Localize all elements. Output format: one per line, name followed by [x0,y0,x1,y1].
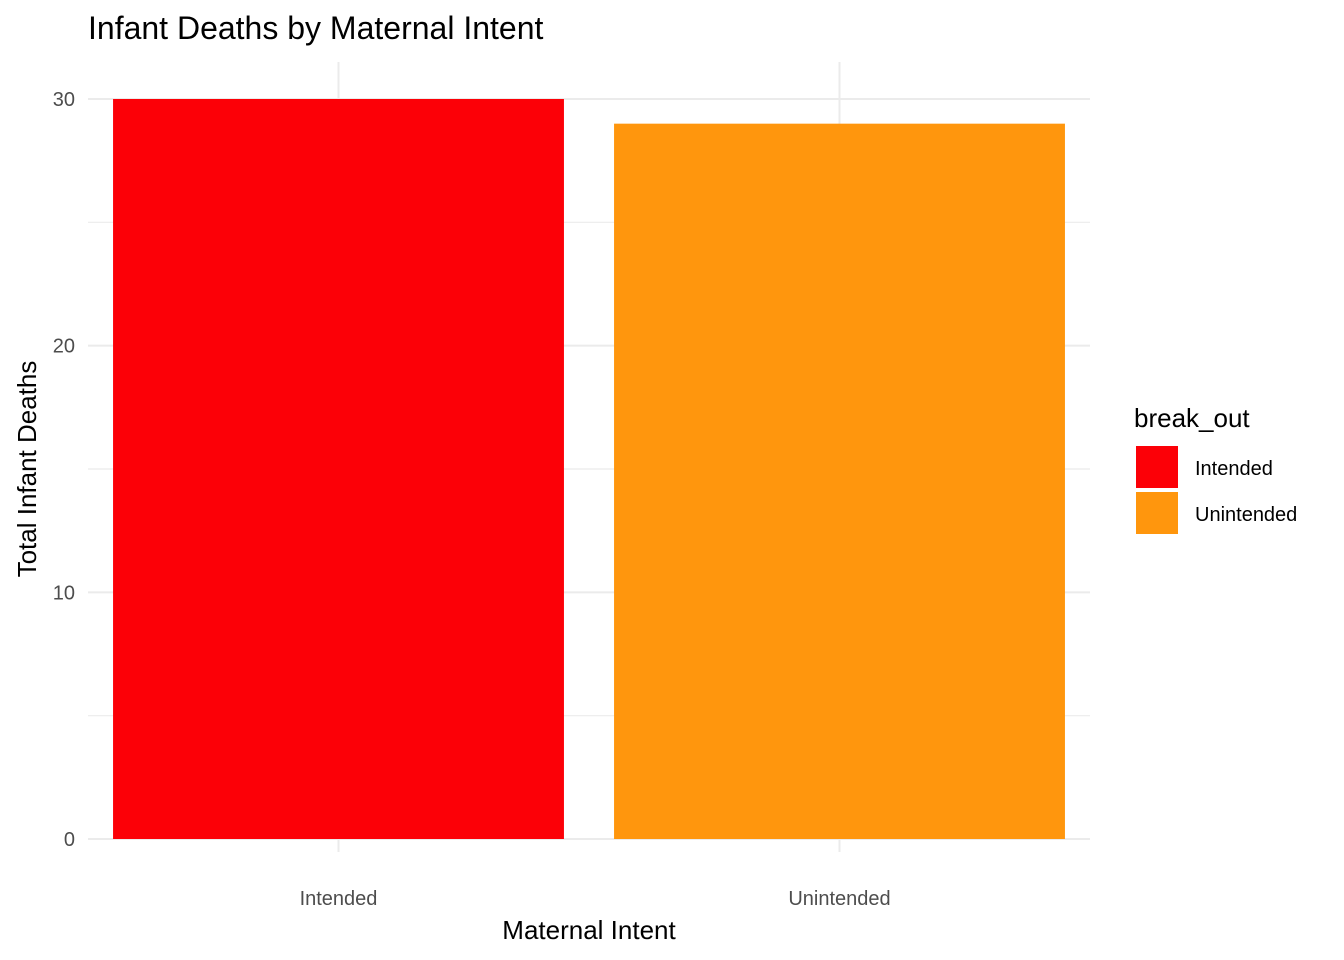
x-axis-title: Maternal Intent [502,915,676,945]
legend: break_out Intended Unintended [1134,403,1297,534]
legend-key [1136,446,1178,488]
chart-title: Infant Deaths by Maternal Intent [88,10,543,46]
y-axis-title: Total Infant Deaths [12,361,42,578]
bar-intended [113,99,564,839]
legend-label: Intended [1195,458,1273,480]
bars [113,99,1065,839]
y-tick-label: 0 [64,829,75,851]
legend-title: break_out [1134,403,1250,433]
y-tick-labels: 0 10 20 30 [53,89,75,851]
x-tick-labels: Intended Unintended [300,888,891,910]
legend-key [1136,492,1178,534]
x-tick-label: Unintended [788,888,890,910]
y-tick-label: 30 [53,89,75,111]
legend-label: Unintended [1195,504,1297,526]
x-tick-label: Intended [300,888,378,910]
bar-unintended [614,123,1065,839]
y-tick-label: 10 [53,582,75,604]
y-tick-label: 20 [53,336,75,358]
